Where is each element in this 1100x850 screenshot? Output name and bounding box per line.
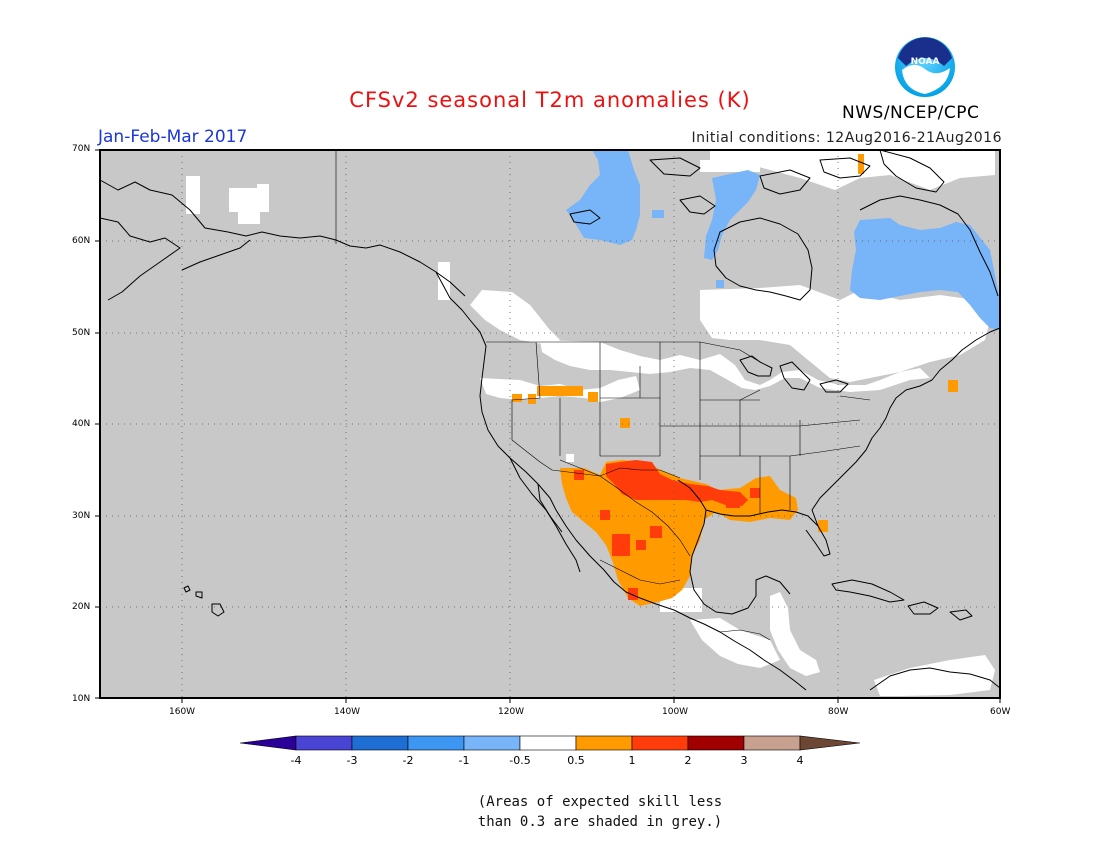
colorbar-swatch: [687, 735, 745, 751]
lat-label-60n: 60N: [72, 236, 91, 246]
colorbar-swatch: [519, 735, 577, 751]
coastlines: [99, 149, 1001, 691]
season-label: Jan-Feb-Mar 2017: [98, 127, 248, 147]
colorbar-labels: -4 -3 -2 -1 -0.5 0.5 1 2 3 4: [291, 754, 804, 767]
lat-label-10n: 10N: [72, 694, 91, 704]
lat-label-30n: 30N: [72, 511, 91, 521]
skill-footnote-line2: than 0.3 are shaded in grey.): [477, 814, 723, 830]
colorbar-arrow-low: [239, 735, 297, 751]
warm-red-areas: [574, 460, 760, 600]
noaa-logo: NOAA: [895, 37, 955, 97]
colorbar-tick-label: -3: [347, 754, 358, 767]
lon-label-80w: 80W: [828, 707, 849, 717]
colorbar-tick-label: -2: [403, 754, 414, 767]
colorbar-swatch: [463, 735, 521, 751]
lon-label-160w: 160W: [169, 707, 196, 717]
chart-title: CFSv2 seasonal T2m anomalies (K): [349, 88, 751, 112]
lat-label-20n: 20N: [72, 602, 91, 612]
lat-label-70n: 70N: [72, 144, 91, 154]
colorbar-swatch: [407, 735, 465, 751]
lon-label-60w: 60W: [990, 707, 1011, 717]
tick-marks: [95, 149, 1001, 703]
lon-label-100w: 100W: [662, 707, 689, 717]
colorbar-tick-label: 3: [741, 754, 748, 767]
svg-text:NOAA: NOAA: [911, 57, 940, 67]
colorbar-swatch: [351, 735, 409, 751]
colorbar-tick-label: 2: [685, 754, 692, 767]
colorbar-tick-label: 4: [797, 754, 804, 767]
lat-label-40n: 40N: [72, 419, 91, 429]
lat-label-50n: 50N: [72, 328, 91, 338]
lon-label-140w: 140W: [334, 707, 361, 717]
initial-conditions: Initial conditions: 12Aug2016-21Aug2016: [691, 130, 1002, 146]
skill-footnote-line1: (Areas of expected skill less: [477, 794, 723, 810]
political-boundaries: [335, 150, 871, 641]
colorbar-tick-label: 0.5: [567, 754, 585, 767]
map-graticule: [100, 150, 1000, 698]
colorbar-swatch: [575, 735, 633, 751]
colorbar-tick-label: -4: [291, 754, 302, 767]
agency-label: NWS/NCEP/CPC: [842, 103, 980, 123]
colorbar-swatch: [743, 735, 801, 751]
colorbar-swatches: [239, 735, 861, 751]
colorbar-swatch: [295, 735, 353, 751]
colorbar-tick-label: -1: [459, 754, 470, 767]
colorbar-tick-label: 1: [629, 754, 636, 767]
colorbar-tick-label: -0.5: [509, 754, 530, 767]
colorbar-arrow-high: [799, 735, 861, 751]
colorbar-swatch: [631, 735, 689, 751]
lon-label-120w: 120W: [498, 707, 525, 717]
